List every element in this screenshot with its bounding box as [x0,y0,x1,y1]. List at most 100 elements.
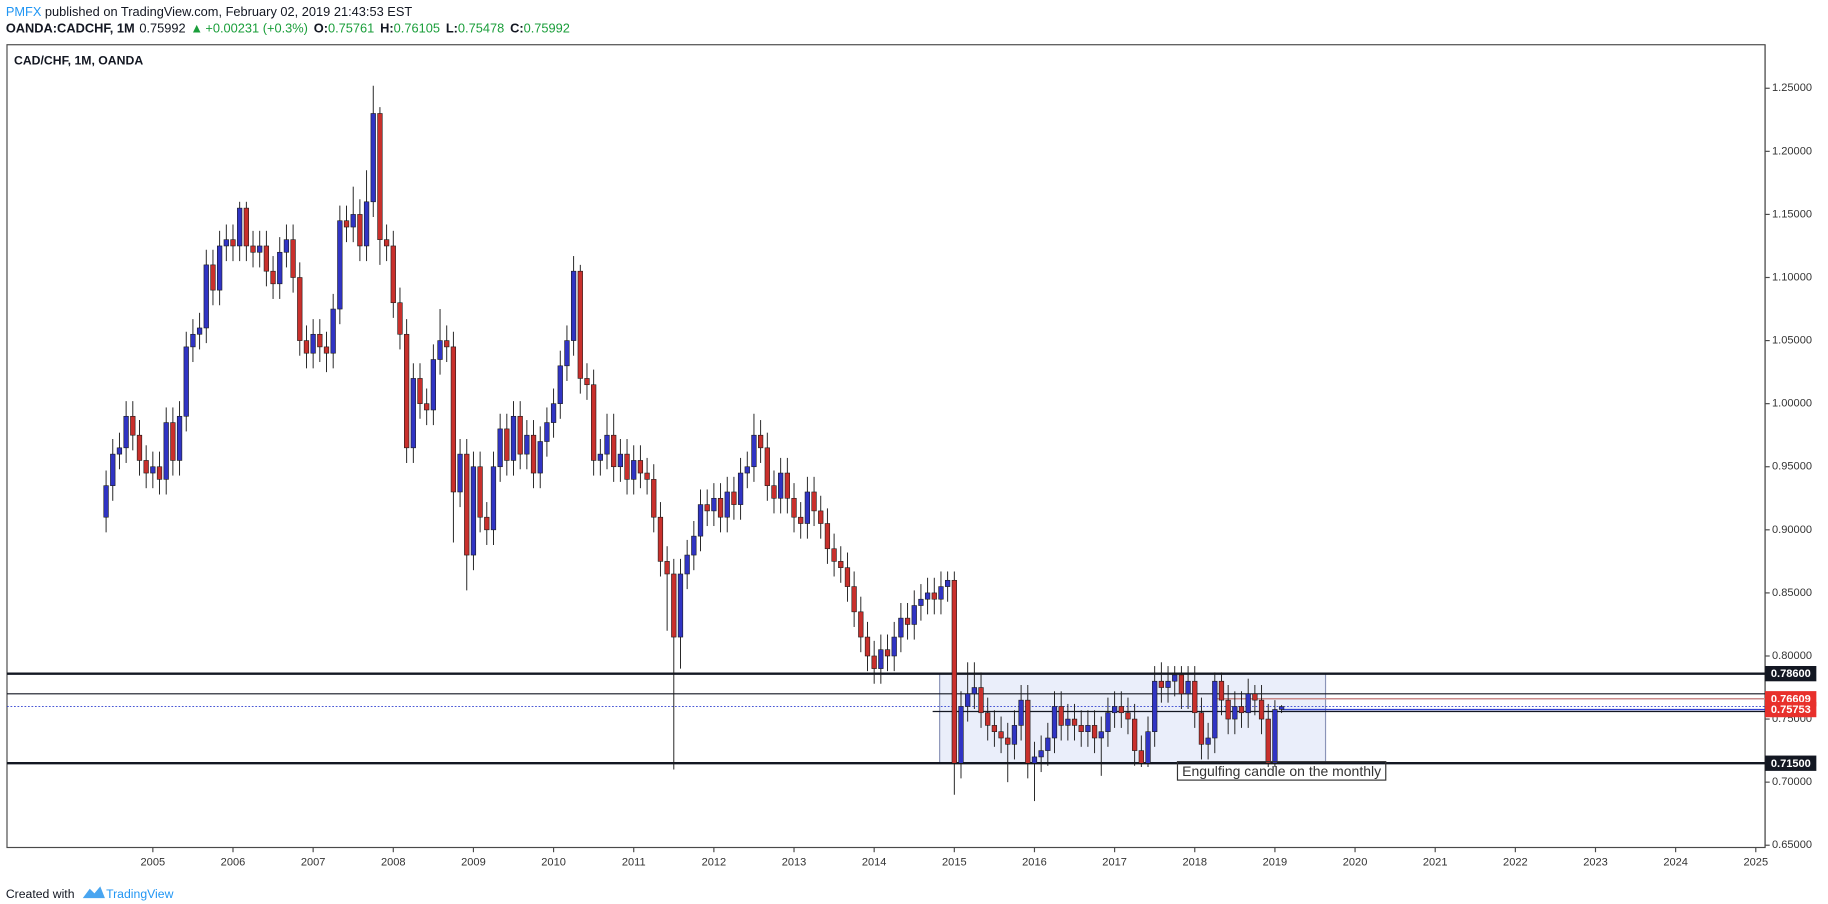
candle-body [143,460,149,474]
candle-body [290,239,296,278]
candle-body [985,712,991,726]
footer-brand[interactable]: TradingView [106,887,173,901]
author[interactable]: PMFX [6,4,42,19]
candle-body [671,573,677,638]
candle-body [644,472,650,480]
candle-body [176,415,183,461]
y-tick-label: 0.65000 [1772,839,1812,851]
candle-body [924,592,931,600]
candle-body [844,567,851,587]
candle-body [410,378,416,449]
candle-body [1272,709,1278,764]
candle-body [911,605,917,625]
candle-body [978,687,984,714]
candle-body [891,636,897,657]
candle-body [778,472,784,499]
candle-body [737,472,744,505]
candle-body [798,516,804,524]
candle-body [1085,725,1091,732]
candle-body [370,113,376,203]
candle-body [1025,699,1031,764]
candle-body [918,598,924,606]
candle-body [1232,706,1238,720]
x-tick-label: 2005 [141,857,166,869]
candle-body [417,378,423,404]
candle-body [297,277,303,341]
candle-body [711,497,717,512]
candle-body [497,428,503,468]
candle-body [1132,718,1138,751]
candle-body [337,220,343,310]
candle-body [357,214,363,247]
x-tick-label: 2022 [1503,857,1528,869]
candle-body [991,725,998,732]
candle-body [1058,706,1064,726]
candle-body [1065,718,1071,726]
candle-body [283,239,290,253]
candle-body [263,245,270,272]
candle-body [945,579,951,587]
y-tick-label: 0.85000 [1772,587,1812,599]
candle-body [136,434,143,461]
candle-body [123,415,129,449]
candle-body [624,453,630,480]
candle-body [824,523,831,550]
ohlc-label: O: [314,21,328,36]
y-tick-label: 0.80000 [1772,650,1812,662]
x-tick-label: 2011 [622,857,646,869]
x-tick-label: 2009 [461,857,486,869]
candle-body [383,239,390,247]
candle-body [751,434,757,468]
x-tick-label: 2025 [1743,857,1768,869]
y-tick-label: 1.15000 [1772,208,1812,220]
candle-body [811,491,817,512]
candle-body [584,378,590,386]
candle-body [1258,699,1265,720]
y-tick-label: 0.95000 [1772,461,1812,473]
y-tick-label: 1.20000 [1772,145,1812,157]
candle-body [1111,706,1118,714]
candle-body [557,365,563,404]
header-line: PMFX published on TradingView.com, Februa… [6,4,413,19]
price-label: 0.71500 [1771,758,1811,770]
candle-body [1265,718,1271,764]
candle-body [430,359,436,411]
change: +0.00231 (+0.3%) [205,21,308,36]
candle-body [570,270,577,341]
x-tick-label: 2018 [1182,857,1207,869]
candle-body [597,453,603,461]
candle-body [1038,750,1044,758]
candle-body [1212,680,1218,739]
ohlc-value: 0.75761 [328,21,374,36]
candle-body [116,447,123,455]
x-tick-label: 2012 [702,857,727,869]
candle-body [537,441,543,474]
candle-body [591,384,597,461]
annotation: Engulfing candle on the monthly [1182,763,1381,779]
candle-body [697,504,704,537]
x-tick-label: 2015 [942,857,967,869]
candle-body [1051,706,1058,739]
candle-body [764,447,770,486]
candle-body [237,207,243,247]
candle-body [1018,699,1024,726]
candle-body [504,428,510,461]
candle-body [898,617,904,638]
candle-body [864,636,871,657]
candle-body [931,592,937,600]
candle-body [1145,731,1151,764]
candle-body [156,466,163,480]
candle-body [744,466,750,474]
candle-body [1045,737,1051,751]
candle-body [230,239,236,247]
price-label-bg [1765,665,1817,682]
ohlc-value: 0.76105 [394,21,440,36]
x-tick-label: 2013 [782,857,807,869]
ohlc-label: L: [446,21,458,36]
x-tick-label: 2023 [1583,857,1608,869]
candle-body [223,239,229,247]
candle-body [210,264,216,291]
candle-body [303,340,310,354]
